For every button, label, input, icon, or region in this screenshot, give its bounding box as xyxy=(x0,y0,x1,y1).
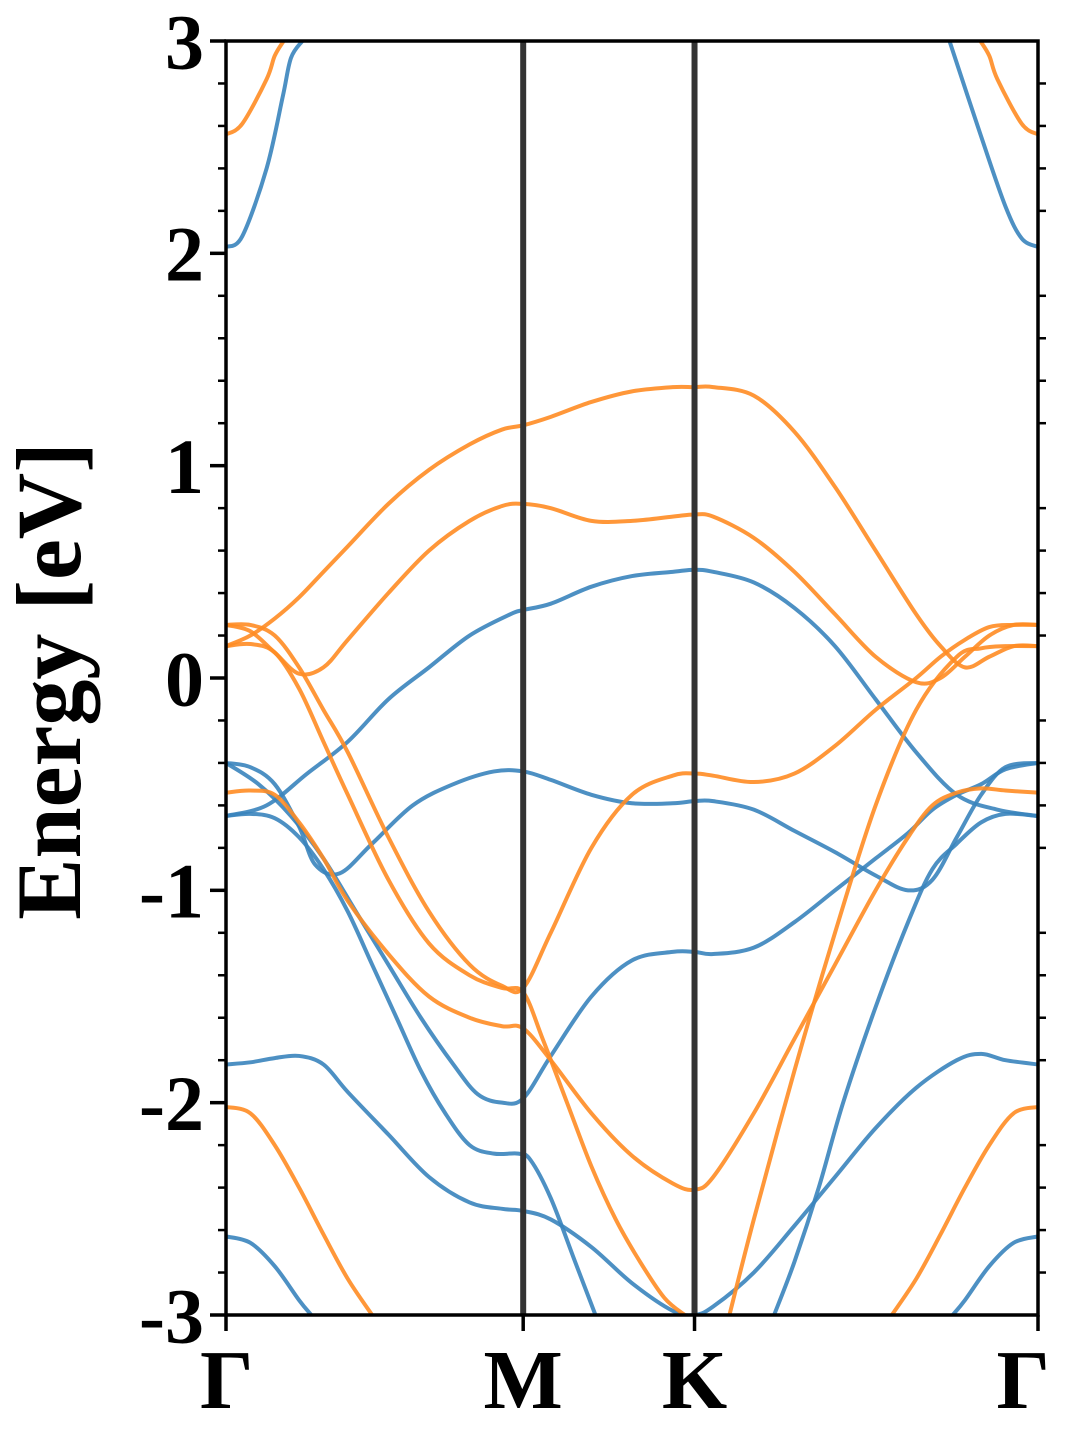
band-line-18 xyxy=(226,786,1038,1192)
band-line-10 xyxy=(950,1234,1038,1315)
y-tick-label: 1 xyxy=(165,423,204,510)
x-tick-label-Γ: Γ xyxy=(200,1334,253,1427)
y-tick-label: -3 xyxy=(139,1272,204,1359)
band-line-5 xyxy=(226,760,1038,1106)
y-tick-label: -2 xyxy=(139,1060,204,1147)
band-line-14 xyxy=(226,501,1038,686)
band-line-17 xyxy=(727,643,1038,1315)
band-line-1 xyxy=(226,41,305,249)
y-tick-label: 2 xyxy=(165,211,204,298)
k-path-lines xyxy=(520,41,698,1315)
band-line-20 xyxy=(889,1104,1038,1315)
band-line-12 xyxy=(978,41,1038,137)
plot-frame xyxy=(224,39,1040,1317)
x-tick-label-K: K xyxy=(662,1334,727,1427)
band-line-6 xyxy=(226,811,598,1315)
x-tick-label-Γ: Γ xyxy=(997,1334,1050,1427)
y-tick-label: 0 xyxy=(165,635,204,722)
band-line-19 xyxy=(226,1104,375,1315)
band-line-2 xyxy=(947,41,1038,249)
x-tick-label-M: M xyxy=(484,1334,563,1427)
band-line-11 xyxy=(226,41,286,137)
band-line-13 xyxy=(226,384,1038,670)
y-axis-ticks xyxy=(210,39,1046,1331)
band-lines xyxy=(226,41,1038,1315)
y-tick-labels: -3 -2 -1 0 1 2 3 xyxy=(139,0,204,1359)
band-line-15 xyxy=(226,622,1038,995)
y-tick-label: 3 xyxy=(165,0,204,85)
band-line-16 xyxy=(226,641,687,1315)
band-line-8 xyxy=(226,1051,1038,1315)
band-line-9 xyxy=(226,1234,314,1315)
y-tick-label: -1 xyxy=(139,848,204,935)
y-axis-label: Energy [eV] xyxy=(0,442,100,920)
band-line-3 xyxy=(226,567,1038,819)
